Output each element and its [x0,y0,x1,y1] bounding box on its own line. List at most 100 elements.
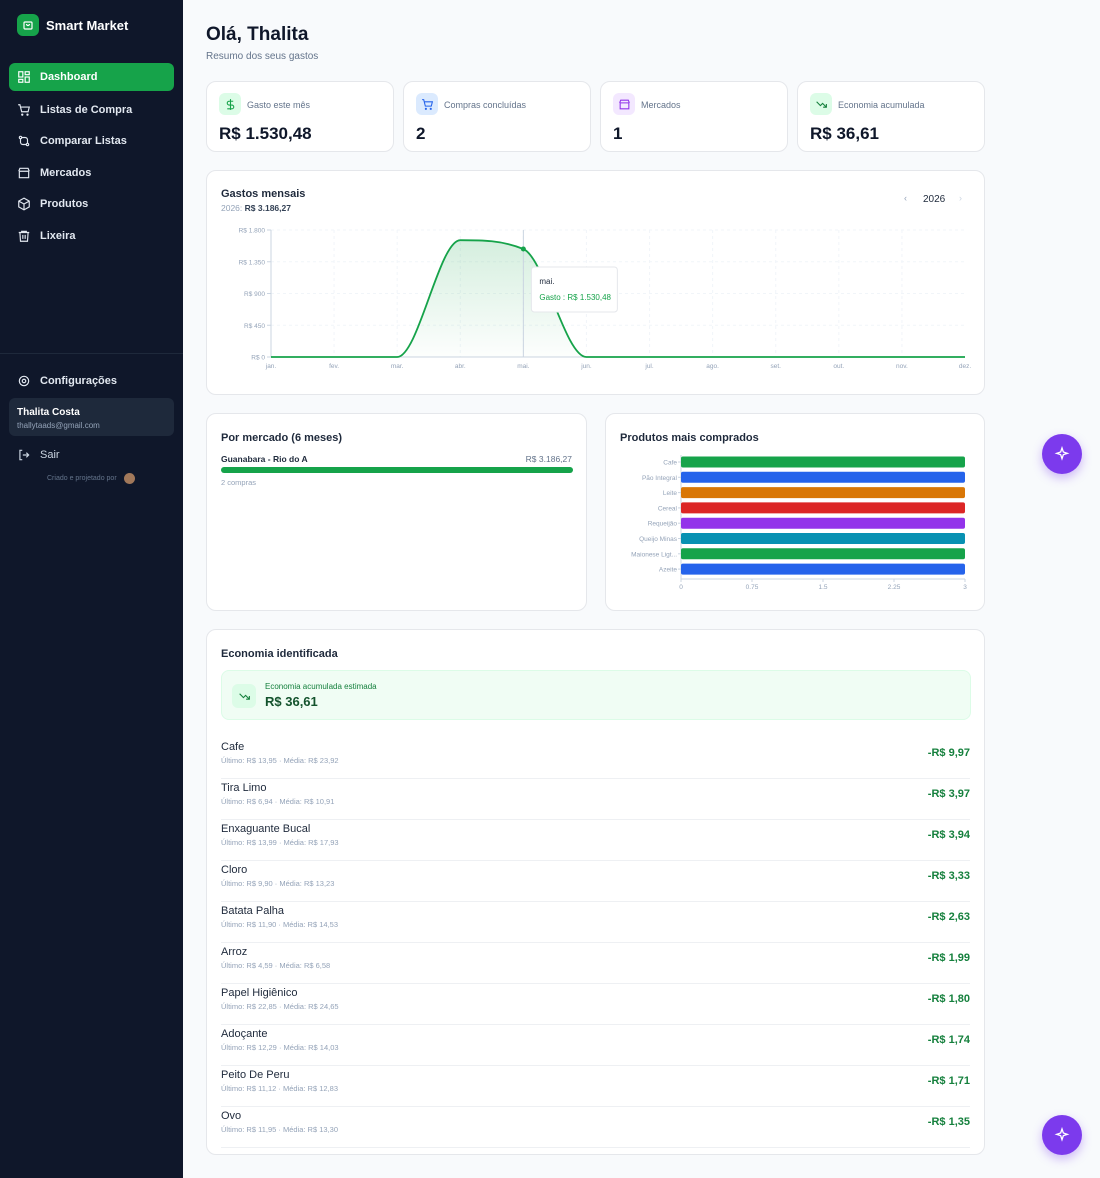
nav-label: Dashboard [40,71,98,83]
active-dot [520,246,526,252]
nav-link[interactable]: Comparar Listas [9,127,174,155]
settings-label: Configurações [40,375,118,387]
x-tick-label: jun. [580,363,592,370]
assistant-button[interactable] [1042,434,1082,474]
icon [618,99,630,109]
y-tick-label: Leite [663,490,677,497]
prev-year[interactable]: ‹ [904,193,907,203]
nav-icon [18,104,30,116]
savings-summary: Economia acumulada estimada R$ 36,61 [221,670,971,720]
y-tick-label: Cafe [663,460,677,467]
user-email: thallytaads@gmail.com [17,421,100,430]
nav-icon [18,230,30,242]
y-tick-label: R$ 1.800 [239,228,266,235]
nav-link[interactable]: Lixeira [9,222,174,250]
area [271,240,965,357]
nav-label: Produtos [40,198,89,210]
brand-logo [17,14,39,36]
x-tick-label: 1.5 [818,584,827,591]
credit-avatar [124,473,135,484]
x-tick-label: set. [770,363,781,370]
tooltip-title: mai. [539,277,554,286]
market-purchases: 2 compras [221,478,257,487]
nav-link[interactable]: Mercados [9,159,174,187]
stat-card: Mercados 1 [600,81,788,152]
x-tick-label: dez. [959,363,971,370]
sidebar: Smart Market Dashboard Listas de Compra Co… [0,0,183,1178]
saving-row: Enxaguante Bucal Último: R$ 13,99 · Média… [221,820,970,861]
nav-label: Listas de Compra [40,104,133,116]
y-tick-label: R$ 0 [251,355,265,362]
nav-icon [18,167,30,179]
market-title: Por mercado (6 meses) [221,432,343,444]
total: R$ 3.186,27 [244,203,291,213]
y-tick-label: R$ 450 [244,323,265,330]
logout-link[interactable]: Sair [9,441,174,469]
stat-value: 2 [416,124,426,143]
x-tick-label: ago. [706,363,719,370]
product-name: Papel Higiênico [221,987,298,999]
x-tick-label: jan. [265,363,277,370]
product-saving: -R$ 9,97 [927,747,970,759]
product-saving: -R$ 1,99 [927,952,970,964]
tooltip [530,266,618,313]
product-saving: -R$ 1,71 [927,1075,970,1087]
page-title: Olá, Thalita [206,24,309,45]
bar [681,456,965,468]
product-saving: -R$ 3,94 [927,829,970,841]
saving-row: Tira Limo Último: R$ 6,94 · Média: R$ 10,… [221,779,970,820]
x-tick-label: out. [833,363,844,370]
divider [0,353,183,354]
icon [226,98,234,110]
stat-card: Gasto este mês R$ 1.530,48 [206,81,394,152]
x-tick-label: fev. [329,363,339,370]
product-detail: Último: R$ 13,99 · Média: R$ 17,93 [221,838,339,847]
assistant-button[interactable] [1042,1115,1082,1155]
x-tick-label: mai. [517,363,529,370]
y-tick-label: R$ 900 [244,291,265,298]
saving-row: Papel Higiênico Último: R$ 22,85 · Média:… [221,984,970,1025]
nav-link[interactable]: Dashboard [9,63,174,91]
market-card: Por mercado (6 meses) Guanabara - Rio do… [206,413,587,611]
x-tick-label: 0 [679,584,683,591]
bar [681,548,965,560]
market-bar [221,467,573,473]
user-name: Thalita Costa [17,407,80,418]
nav-label: Comparar Listas [40,135,127,147]
product-saving: -R$ 3,33 [927,870,970,882]
next-year[interactable]: › [959,193,962,203]
nav-link[interactable]: Produtos [9,190,174,218]
nav-icon [18,197,30,211]
monthly-card: Gastos mensais 2026: R$ 3.186,27 ‹ 2026 … [206,170,985,395]
product-detail: Último: R$ 11,90 · Média: R$ 14,53 [221,920,339,929]
nav-link[interactable]: Listas de Compra [9,96,174,124]
product-saving: -R$ 2,63 [927,911,970,923]
product-saving: -R$ 1,74 [927,1034,970,1046]
product-name: Cafe [221,741,245,753]
icon [815,100,827,108]
chart-title: Gastos mensais [221,188,306,200]
product-detail: Último: R$ 6,94 · Média: R$ 10,91 [221,797,335,806]
user-box[interactable]: Thalita Costa thallytaads@gmail.com [9,398,174,436]
product-saving: -R$ 3,97 [927,788,970,800]
line-chart: R$ 0 R$ 450 R$ 900 R$ 1.350 R$ 1.800 jan. fev.… [239,228,972,371]
bar [681,563,965,575]
y-tick-label: Queijo Minas [639,536,678,543]
product-name: Cloro [221,864,248,876]
bar [681,487,965,499]
y-tick-label: Cereal [658,505,678,512]
products-card: Produtos mais comprados 0 0.75 1.5 2.25 3 Caf… [605,413,985,611]
product-detail: Último: R$ 13,95 · Média: R$ 23,92 [221,756,339,765]
stat-icon [219,93,241,115]
x-tick-label: mar. [391,363,404,370]
x-tick-label: abr. [455,363,466,370]
stat-value: R$ 36,61 [810,124,879,143]
settings-link[interactable]: Configurações [9,367,174,395]
x-tick-label: 0.75 [746,584,759,591]
saving-row: Arroz Último: R$ 4,59 · Média: R$ 6,58 -R$… [221,943,970,984]
y-tick-label: Azeite [659,567,677,574]
saving-row: Peito De Peru Último: R$ 11,12 · Média: R… [221,1066,970,1107]
market-total: R$ 3.186,27 [525,454,572,464]
x-tick-label: 2.25 [888,584,901,591]
savings-title: Economia identificada [221,648,338,660]
